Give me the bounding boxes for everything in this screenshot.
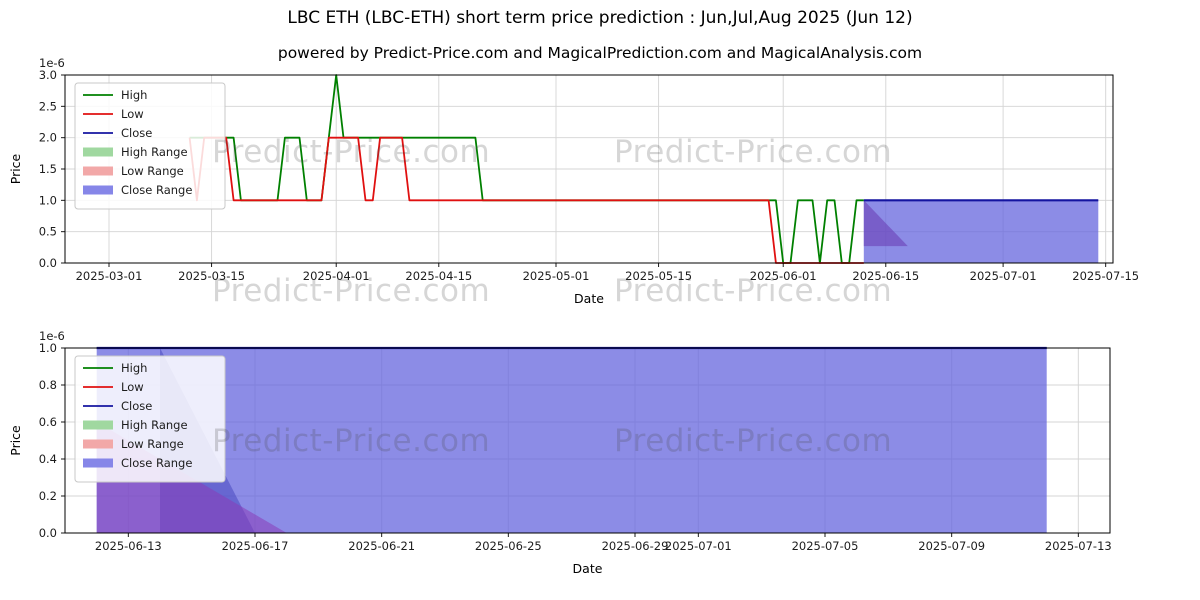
range-band xyxy=(863,200,1099,263)
x-tick-label: 2025-07-01 xyxy=(970,269,1037,283)
legend: High Low Close High Range Low Range Close Ran… xyxy=(74,82,226,210)
legend-label: Close Range xyxy=(121,183,192,197)
x-axis-label: Date xyxy=(573,561,603,576)
legend-label: Low xyxy=(121,107,144,121)
x-tick-label: 2025-04-15 xyxy=(405,269,472,283)
legend-label: Low Range xyxy=(121,164,184,178)
y-tick-label: 2.5 xyxy=(39,99,57,113)
y-tick-label: 0.4 xyxy=(39,452,57,466)
legend-label: Close Range xyxy=(121,456,192,470)
x-axis-label: Date xyxy=(574,291,604,306)
legend-label: Low Range xyxy=(121,437,184,451)
x-tick-label: 2025-07-13 xyxy=(1045,539,1112,553)
legend-label: High xyxy=(121,88,147,102)
y-tick-label: 1.0 xyxy=(39,341,57,355)
legend-label: High Range xyxy=(121,145,188,159)
range-band xyxy=(96,348,1047,533)
legend: High Low Close High Range Low Range Close Ran… xyxy=(74,355,226,483)
x-tick-label: 2025-03-15 xyxy=(178,269,245,283)
y-tick-label: 1.0 xyxy=(39,193,57,207)
x-tick-label: 2025-03-01 xyxy=(76,269,143,283)
x-tick-label: 2025-06-13 xyxy=(95,539,162,553)
axis-offset-text: 1e-6 xyxy=(39,56,65,70)
y-axis-label: Price xyxy=(8,425,23,456)
x-tick-label: 2025-07-01 xyxy=(665,539,732,553)
y-tick-label: 0.0 xyxy=(39,526,57,540)
x-tick-label: 2025-07-05 xyxy=(792,539,859,553)
legend-label: Close xyxy=(121,126,152,140)
y-tick-label: 0.0 xyxy=(39,256,57,270)
x-tick-label: 2025-06-25 xyxy=(475,539,542,553)
y-tick-label: 2.0 xyxy=(39,131,57,145)
page-subtitle: powered by Predict-Price.com and Magical… xyxy=(277,44,923,62)
y-tick-label: 0.2 xyxy=(39,489,57,503)
x-tick-label: 2025-06-15 xyxy=(852,269,919,283)
y-tick-label: 0.8 xyxy=(39,378,57,392)
x-tick-label: 2025-06-21 xyxy=(348,539,415,553)
y-tick-label: 1.5 xyxy=(39,162,57,176)
x-tick-label: 2025-05-15 xyxy=(625,269,692,283)
legend-label: Low xyxy=(121,380,144,394)
x-tick-label: 2025-07-15 xyxy=(1072,269,1139,283)
legend-label: Close xyxy=(121,399,152,413)
bottom-prediction-chart: 2025-06-13 2025-06-17 2025-06-21 2025-06-25… xyxy=(8,330,1112,576)
y-tick-label: 0.6 xyxy=(39,415,57,429)
x-tick-label: 2025-07-09 xyxy=(918,539,985,553)
y-tick-label: 0.5 xyxy=(39,225,57,239)
x-tick-label: 2025-06-01 xyxy=(750,269,817,283)
top-price-chart: 2025-03-01 2025-03-15 2025-04-01 2025-04-15… xyxy=(8,56,1139,306)
y-axis-label: Price xyxy=(8,153,23,184)
x-tick-label: 2025-04-01 xyxy=(303,269,370,283)
legend-label: High xyxy=(121,361,147,375)
axis-offset-text: 1e-6 xyxy=(39,330,65,343)
x-tick-label: 2025-06-29 xyxy=(602,539,669,553)
legend-label: High Range xyxy=(121,418,188,432)
x-tick-label: 2025-05-01 xyxy=(523,269,590,283)
x-tick-label: 2025-06-17 xyxy=(222,539,289,553)
range-band xyxy=(863,200,908,247)
page-title: LBC ETH (LBC-ETH) short term price predi… xyxy=(287,8,913,28)
y-tick-label: 3.0 xyxy=(39,68,57,82)
